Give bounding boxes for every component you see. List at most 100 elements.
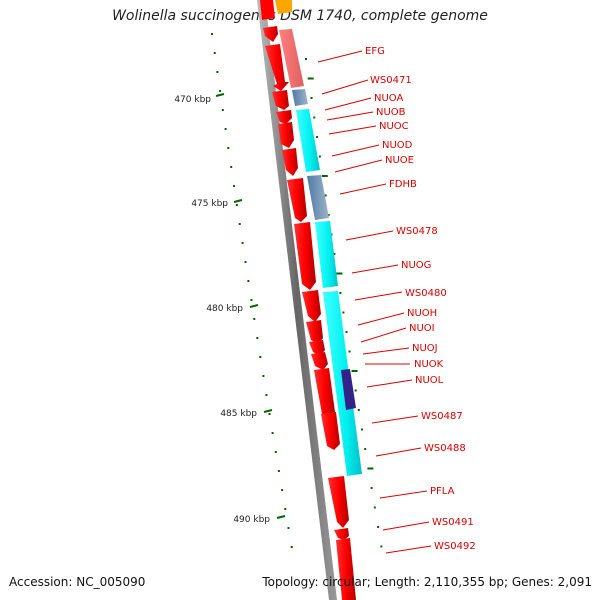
minor-tick (268, 413, 271, 415)
outer-tick (380, 545, 383, 548)
gene-label-ws0471: WS0471 (370, 75, 412, 86)
tick-490 (276, 515, 286, 519)
outer-tick (364, 448, 367, 450)
gene-label-nuoh: NUOH (407, 308, 437, 319)
outer-tick (318, 155, 321, 158)
leader-line (339, 183, 387, 195)
outer-tick (345, 331, 348, 333)
gene-arrow (272, 90, 289, 110)
outer-tick (327, 214, 330, 216)
gene-arrow (265, 44, 289, 91)
leader-line (331, 144, 380, 157)
gene-label-pfla: PFLA (430, 486, 455, 497)
gene-label-nuob: NUOB (376, 107, 406, 118)
minor-tick (271, 432, 274, 434)
minor-tick (253, 318, 256, 320)
leader-line (366, 379, 413, 388)
outer-tick (324, 194, 327, 197)
gene-arrow (276, 110, 292, 124)
minor-tick (274, 451, 277, 453)
leader-line (385, 545, 432, 554)
gene-labels: EFG WS0471 NUOA NUOB NUOC NUOD NUOE FDHB… (317, 46, 476, 554)
minor-tick (221, 109, 224, 111)
outer-tick (367, 467, 374, 470)
outer-tick (339, 292, 342, 294)
outer-tick (321, 175, 328, 177)
cds-track (279, 29, 362, 476)
leader-line (317, 50, 363, 63)
minor-tick (238, 223, 241, 225)
gene-track-forward (260, 0, 356, 600)
leader-line (324, 97, 372, 111)
tick-475 (233, 199, 243, 203)
gene-arrow (328, 476, 349, 528)
outer-tick (316, 136, 319, 138)
tick-label-480: 480 kbp (206, 304, 243, 314)
gene-arrow (302, 290, 321, 322)
minor-tick (277, 470, 280, 472)
gene-label-nuoa: NUOA (374, 93, 403, 104)
gene-label-ws0491: WS0491 (432, 517, 474, 528)
fdhb-cds (307, 175, 329, 220)
leader-line (334, 159, 383, 173)
minor-tick (265, 394, 268, 396)
leader-line (328, 125, 377, 135)
tick-label-470: 470 kbp (174, 95, 211, 105)
gene-arrow (311, 352, 328, 370)
gene-label-nuog: NUOG (401, 260, 431, 271)
minor-tick (256, 337, 259, 339)
tick-470 (215, 93, 225, 97)
leader-line (351, 264, 399, 274)
tick-label-485: 485 kbp (220, 409, 257, 419)
ws0478-cds (315, 221, 338, 288)
leader-line (382, 521, 430, 531)
minor-tick (284, 508, 287, 510)
gene-label-nuod: NUOD (382, 140, 413, 151)
leader-line (345, 230, 394, 241)
minor-tick (244, 261, 247, 263)
genome-summary-text: Topology: circular; Length: 2,110,355 bp… (262, 575, 592, 589)
gene-arrow (309, 340, 325, 356)
outer-tick (354, 389, 357, 392)
tick-485 (263, 409, 273, 413)
outer-tick (361, 428, 363, 431)
leader-line (357, 312, 405, 326)
tick-label-475: 475 kbp (191, 199, 228, 209)
gene-label-nuoe: NUOE (385, 155, 414, 166)
gene-label-nuok: NUOK (414, 359, 444, 370)
leader-line (379, 490, 428, 499)
minor-tick (247, 280, 250, 282)
minor-tick (216, 71, 219, 73)
gene-arrow (263, 26, 278, 42)
gene-label-nuoc: NUOC (379, 121, 409, 132)
gene-label-ws0487: WS0487 (421, 411, 463, 422)
minor-tick (224, 128, 227, 130)
leader-line (375, 447, 422, 457)
minor-tick (287, 527, 290, 529)
minor-tick (281, 489, 284, 491)
leader-line (362, 347, 410, 355)
nuo-cds-2 (323, 291, 362, 476)
gene-label-efg: EFG (365, 46, 385, 57)
minor-tick (259, 356, 262, 358)
outer-tick (342, 311, 345, 314)
leader-line (360, 327, 407, 343)
minor-tick (213, 52, 216, 54)
minor-tick (241, 242, 244, 244)
outer-tick (336, 272, 343, 275)
accession-text: Accession: NC_005090 (9, 575, 146, 589)
nuol-cds (341, 369, 356, 410)
leader-line (371, 415, 419, 424)
efg-cds (279, 29, 304, 88)
minor-tick (219, 90, 222, 92)
gene-label-fdhb: FDHB (389, 179, 417, 190)
leader-line (321, 79, 369, 95)
minor-tick (230, 166, 233, 168)
tick-label-490: 490 kbp (233, 515, 270, 525)
gene-arrow (314, 368, 335, 418)
gene-label-ws0480: WS0480 (405, 288, 447, 299)
outer-tick (348, 350, 351, 353)
outer-tick (313, 116, 316, 119)
minor-ticks (211, 33, 383, 548)
